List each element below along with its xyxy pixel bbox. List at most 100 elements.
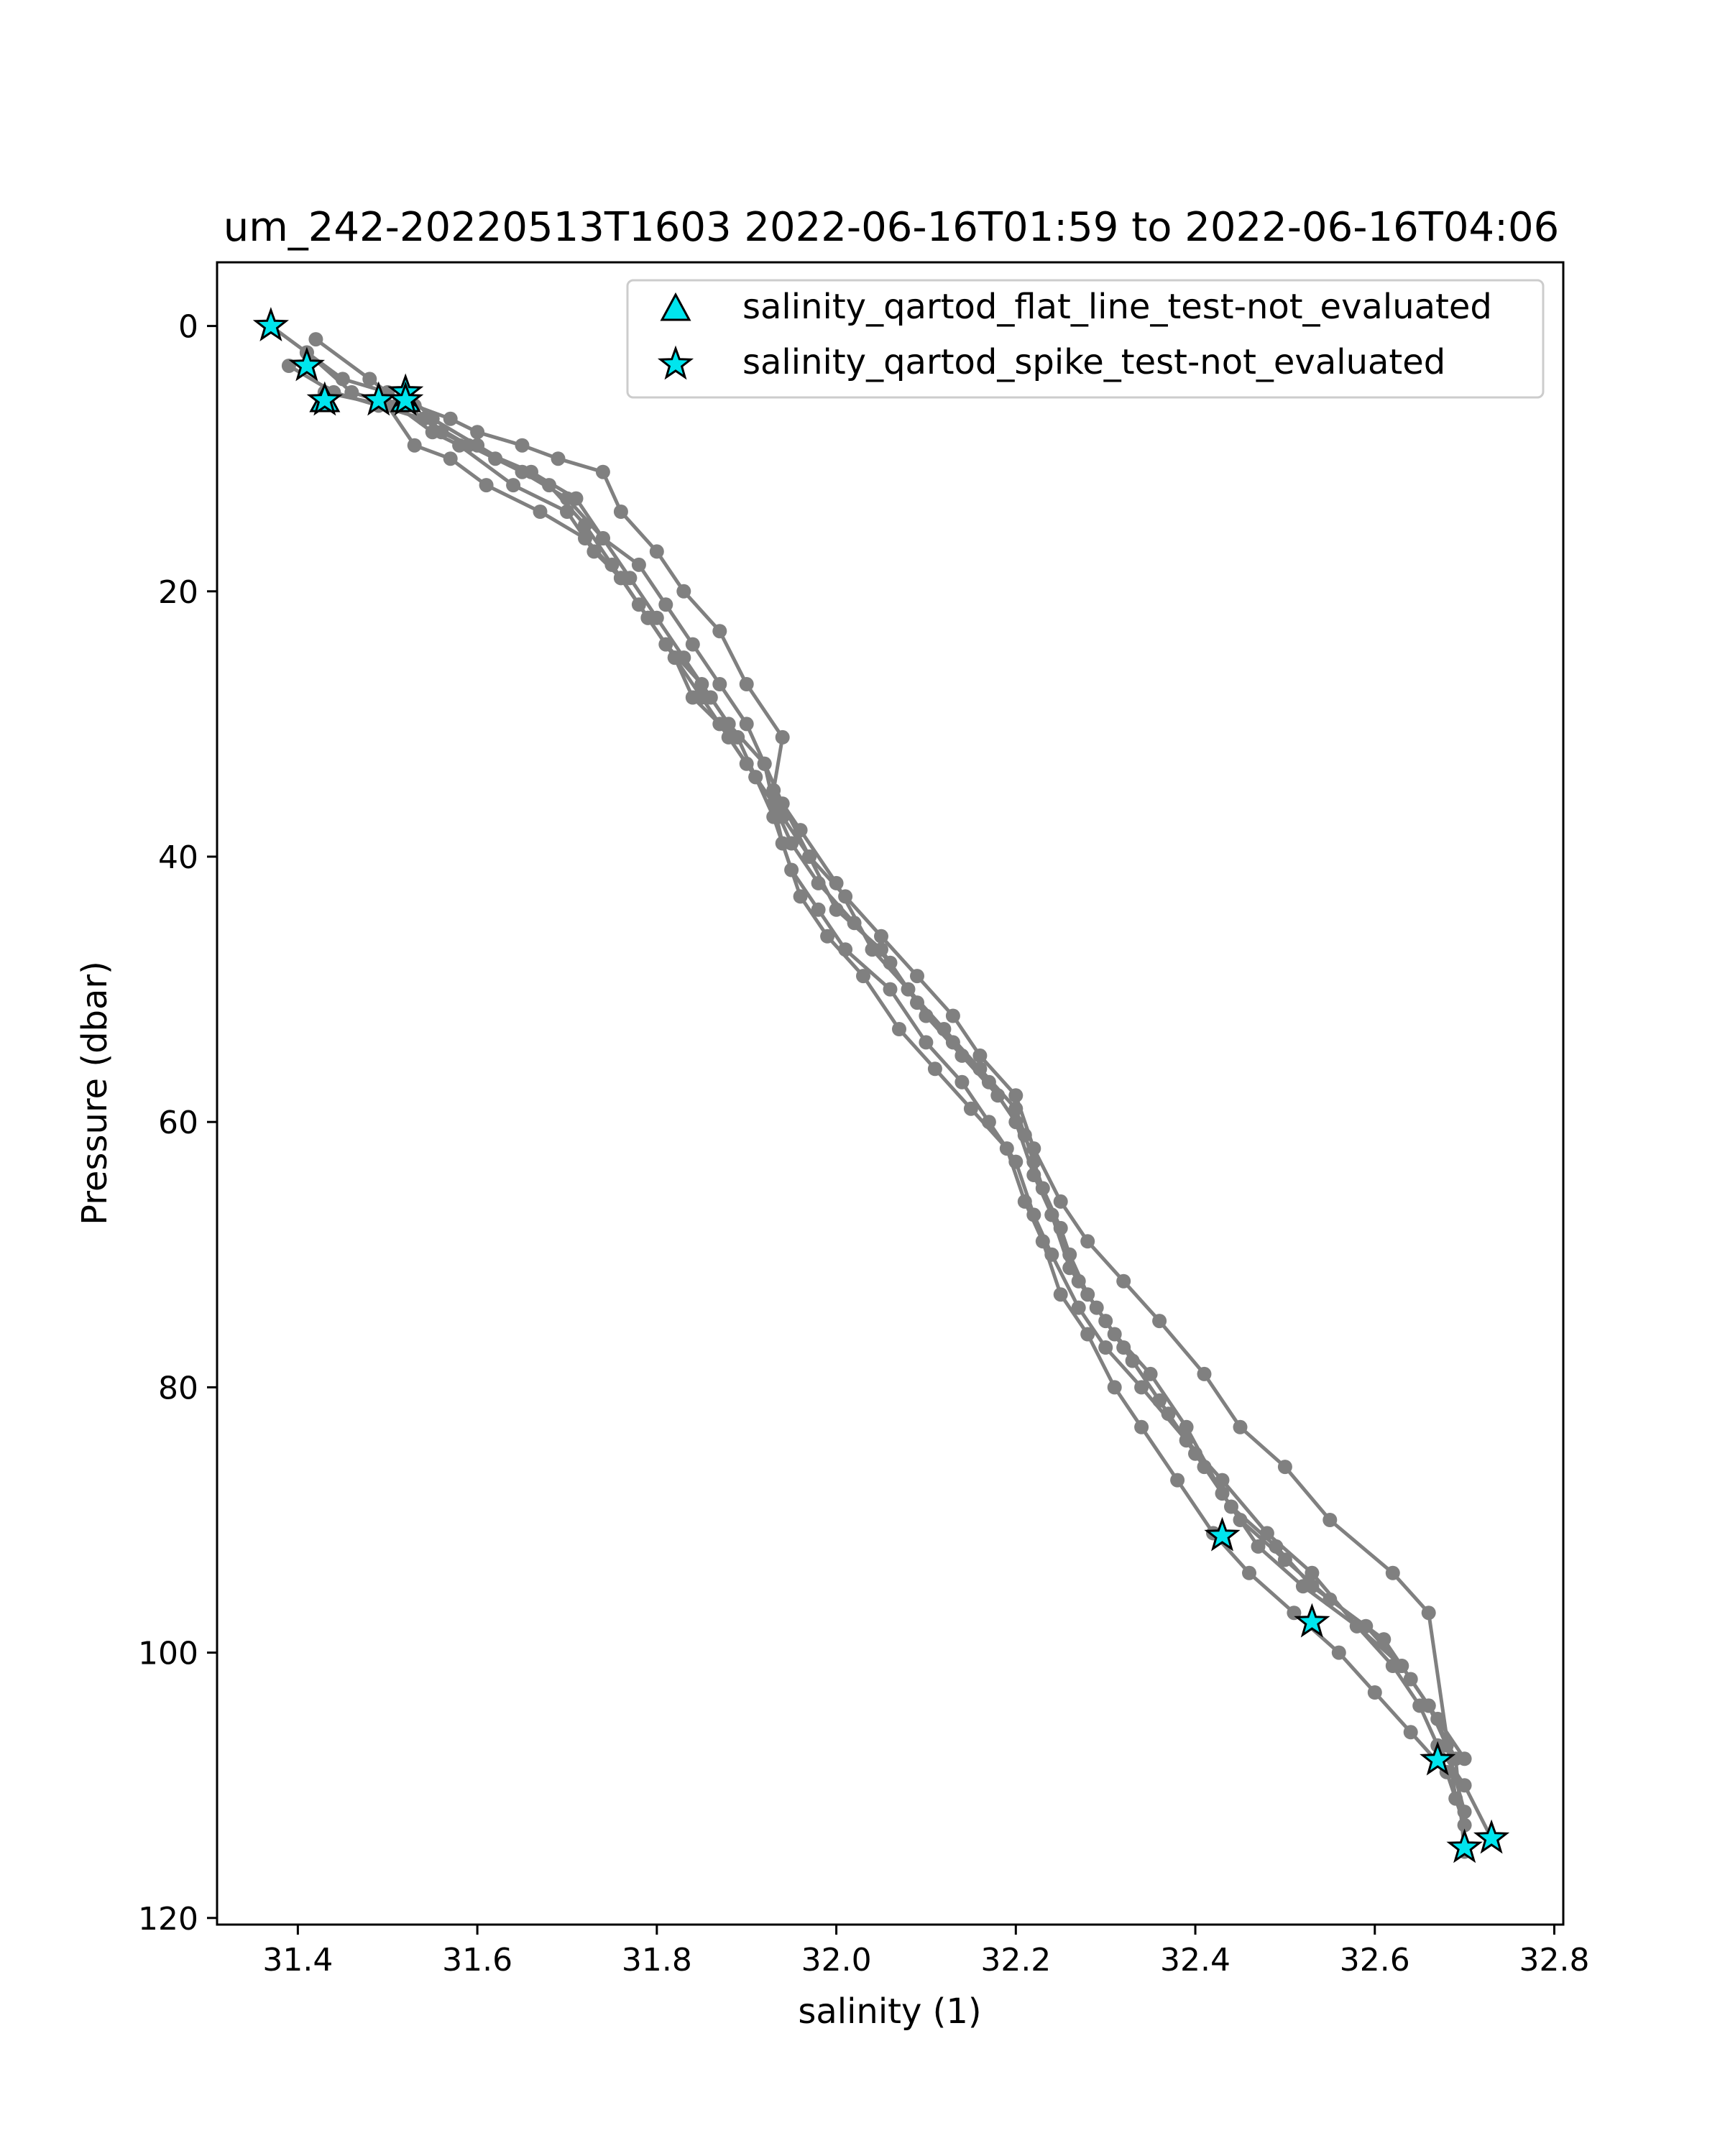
profile-point (874, 942, 888, 957)
profile-point (739, 677, 754, 691)
y-tick-label: 20 (158, 574, 198, 611)
spike-flag-marker (1446, 1828, 1483, 1864)
profile-point (954, 1074, 970, 1089)
x-tick-label: 31.6 (442, 1942, 512, 1978)
profile-point (1457, 1778, 1472, 1793)
y-tick-label: 100 (138, 1636, 198, 1672)
profile-point (919, 1035, 934, 1050)
profile-point (595, 464, 610, 479)
profile-point (739, 717, 754, 732)
profile-point (874, 929, 888, 944)
profile-point (1403, 1725, 1418, 1740)
profile-point (981, 1074, 996, 1089)
profile-point (981, 1115, 996, 1130)
profile-point (515, 438, 530, 453)
profile-point (1394, 1659, 1409, 1673)
profile-point (829, 902, 844, 917)
profile-point (919, 1008, 934, 1023)
spike-flag-marker (306, 381, 344, 416)
profile-point (560, 491, 574, 506)
profile-point (1233, 1419, 1248, 1434)
profile-point (1277, 1460, 1292, 1475)
legend-label-flat-line: salinity_qartod_flat_line_test-not_evalu… (742, 287, 1492, 327)
profile-point (784, 862, 799, 877)
profile-point (515, 464, 530, 479)
profile-point (963, 1101, 978, 1116)
legend: salinity_qartod_flat_line_test-not_evalu… (626, 279, 1545, 399)
profile-point (685, 637, 700, 652)
y-tick-label: 40 (158, 839, 198, 876)
profile-point (649, 544, 664, 559)
profile-point (1053, 1194, 1068, 1209)
profile-point (910, 969, 924, 984)
profile-point (470, 438, 485, 453)
profile-point (820, 929, 835, 944)
spike-flag-marker (1204, 1516, 1241, 1552)
profile-point (1116, 1273, 1131, 1289)
profile-point (407, 438, 422, 453)
profile-point (775, 796, 790, 811)
profile-point (883, 982, 898, 997)
profile-point (1224, 1499, 1238, 1514)
profile-point (1116, 1340, 1131, 1355)
profile-point (972, 1048, 988, 1063)
spike-flag-marker (288, 346, 326, 382)
profile-point (560, 505, 574, 519)
x-tick-label: 32.6 (1340, 1942, 1410, 1978)
profile-point (775, 729, 790, 745)
profile-point (1044, 1247, 1059, 1262)
profile-point (838, 942, 853, 957)
x-tick-label: 32.2 (980, 1942, 1051, 1978)
x-axis: 31.4 31.6 31.8 32.0 32.2 32.4 32.6 32.8 (262, 1925, 1589, 1978)
profile-point (811, 902, 826, 917)
profile-point (1098, 1340, 1113, 1355)
profile-point (578, 531, 592, 545)
profile-point (425, 411, 440, 426)
profile-point (1251, 1539, 1266, 1554)
y-tick-label: 0 (178, 309, 198, 346)
profile-point (1242, 1565, 1256, 1580)
legend-triangle-marker (660, 292, 691, 321)
profile-point (1053, 1287, 1068, 1302)
x-tick-label: 32.4 (1160, 1942, 1230, 1978)
profile-point (1448, 1791, 1463, 1806)
profile-point (793, 889, 808, 904)
profile-point (425, 425, 440, 440)
profile-point (362, 372, 377, 387)
profile-line-6 (404, 391, 1458, 1799)
profile-point (1134, 1419, 1149, 1434)
profile-point (1008, 1115, 1024, 1130)
profile-point (802, 849, 817, 864)
x-tick-label: 32.0 (801, 1942, 872, 1978)
profile-point (533, 505, 548, 519)
profile-point (479, 478, 494, 493)
profile-point (604, 557, 620, 572)
profile-point (1457, 1818, 1472, 1833)
profile-point (1385, 1565, 1400, 1580)
spike-flag-marker (1473, 1819, 1510, 1854)
x-tick-label: 32.8 (1519, 1942, 1590, 1978)
profile-point (757, 756, 772, 771)
profile-point (1143, 1366, 1158, 1381)
profile-point (631, 557, 646, 572)
profile-point (1457, 1805, 1472, 1820)
qc-flags-layer (252, 307, 1510, 1864)
profile-point (1026, 1207, 1041, 1222)
profile-point (1026, 1168, 1041, 1182)
profile-point (829, 875, 844, 890)
legend-star-marker (657, 345, 694, 380)
legend-label-spike: salinity_qartod_spike_test-not_evaluated (742, 342, 1445, 382)
profile-point (595, 531, 610, 545)
profile-point (712, 624, 727, 639)
profile-point (1089, 1300, 1104, 1315)
profile-point (694, 690, 709, 705)
profile-point (308, 332, 323, 347)
profile-point (640, 610, 656, 625)
profile-point (1215, 1473, 1230, 1488)
profile-point (1152, 1314, 1167, 1329)
profile-point (954, 1048, 970, 1063)
profile-point (1008, 1154, 1024, 1169)
chart-title: um_242-20220513T1603 2022-06-16T01:59 to… (224, 204, 1560, 251)
profile-point (1179, 1433, 1194, 1448)
